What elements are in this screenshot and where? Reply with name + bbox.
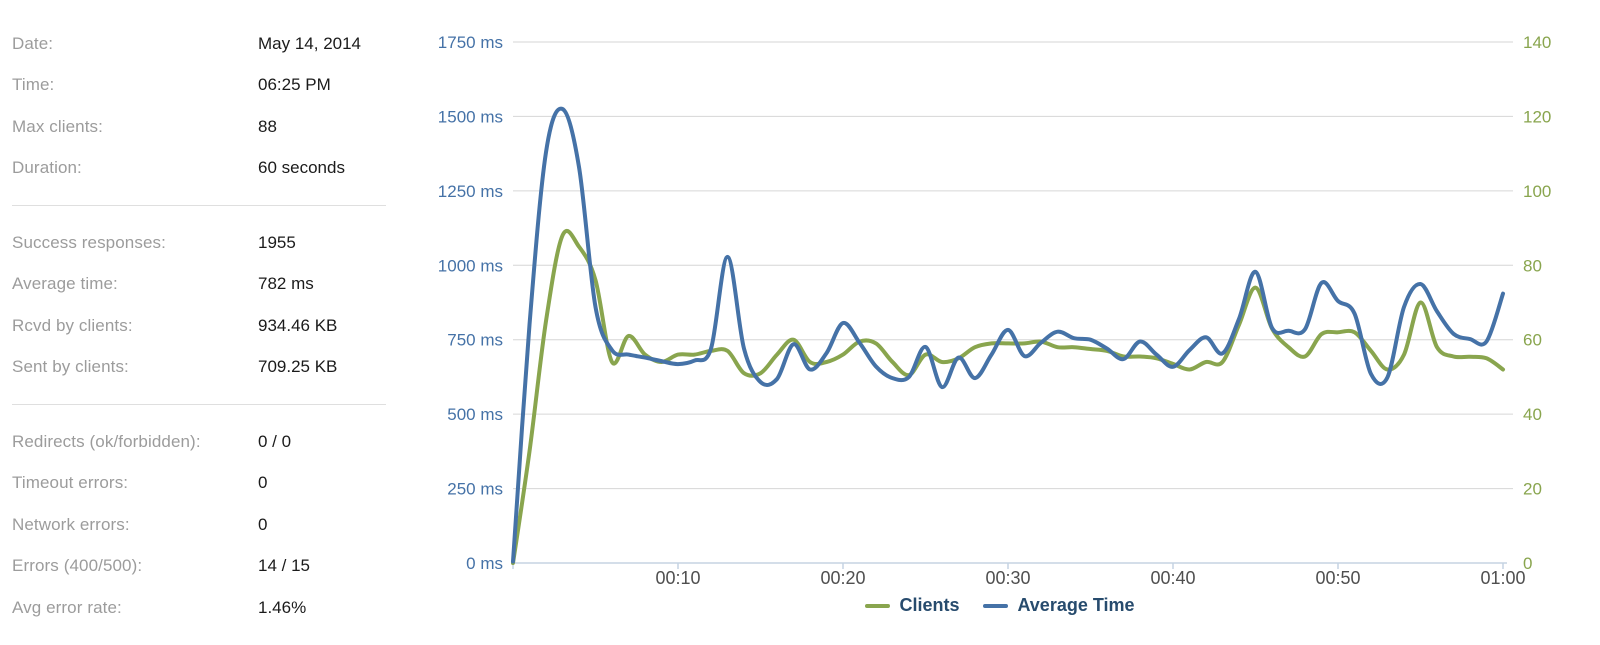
legend-label: Average Time [1017,595,1135,615]
stat-label-network-errors: Network errors: [12,514,130,534]
stat-row-time: Time: 06:25 PM [12,65,390,107]
stat-value-errors-400-500: 14 / 15 [258,556,310,576]
stats-section-3: Redirects (ok/forbidden): 0 / 0 Timeout er… [12,421,390,629]
stat-value-redirects: 0 / 0 [258,431,292,451]
y-axis-left-tick-label: 250 ms [447,480,503,499]
legend-label: Clients [899,595,960,615]
chart-area: 0 ms 0 250 ms 20 500 ms 40 750 ms 60 1000 ms 80 12… [400,0,1600,645]
stat-row-errors-400-500: Errors (400/500): 14 / 15 [12,546,390,588]
stat-label-average-time: Average time: [12,274,118,294]
series-average-time-line [511,106,1505,564]
x-axis-tick-label: 01:00 [1480,568,1525,588]
stat-row-redirects: Redirects (ok/forbidden): 0 / 0 [12,421,390,463]
stat-value-average-time: 782 ms [258,274,314,294]
stat-row-rcvd-by-clients: Rcvd by clients: 934.46 KB [12,305,390,347]
stat-row-max-clients: Max clients: 88 [12,106,390,148]
legend-dash-icon [983,603,1009,608]
stat-label-time: Time: [12,75,55,95]
stat-label-errors-400-500: Errors (400/500): [12,556,143,576]
stat-value-duration: 60 seconds [258,158,345,178]
stat-row-avg-error-rate: Avg error rate: 1.46% [12,587,390,629]
stat-label-date: Date: [12,33,54,53]
y-axis-left-tick-label: 1750 ms [438,33,503,52]
y-axis-left-tick-label: 500 ms [447,405,503,424]
stat-value-date: May 14, 2014 [258,33,362,53]
stat-row-date: Date: May 14, 2014 [12,23,390,65]
line-chart: 0 ms 0 250 ms 20 500 ms 40 750 ms 60 1000 ms 80 12… [438,33,1552,588]
x-axis-tick-label: 00:50 [1315,568,1360,588]
stat-label-timeout-errors: Timeout errors: [12,473,129,493]
y-axis-right-tick-label: 140 [1523,33,1551,52]
y-axis-left-tick-label: 1500 ms [438,107,503,126]
y-axis-right-tick-label: 20 [1523,480,1542,499]
y-axis-right-tick-label: 100 [1523,182,1551,201]
stat-label-redirects: Redirects (ok/forbidden): [12,431,201,451]
stat-label-rcvd-by-clients: Rcvd by clients: [12,315,133,335]
legend-dash-icon [865,603,891,608]
y-axis-right-tick-label: 0 [1523,554,1532,573]
stat-label-max-clients: Max clients: [12,116,103,136]
y-axis-right-tick-label: 120 [1523,107,1551,126]
stat-value-timeout-errors: 0 [258,473,268,493]
stat-row-duration: Duration: 60 seconds [12,148,390,190]
stats-section-2: Success responses: 1955 Average time: 782 m… [12,222,390,388]
stats-section-1: Date: May 14, 2014 Time: 06:25 PM Max client… [12,23,390,189]
y-axis-right-tick-label: 60 [1523,331,1542,350]
y-axis-right-tick-label: 40 [1523,405,1542,424]
stat-value-success-responses: 1955 [258,232,296,252]
stat-value-sent-by-clients: 709.25 KB [258,357,338,377]
stat-row-timeout-errors: Timeout errors: 0 [12,463,390,505]
legend-item-average-time[interactable]: Average Time [983,595,1135,616]
stat-value-max-clients: 88 [258,116,277,136]
stat-value-avg-error-rate: 1.46% [258,597,307,617]
stat-label-success-responses: Success responses: [12,232,166,252]
stat-row-success-responses: Success responses: 1955 [12,222,390,264]
stat-value-rcvd-by-clients: 934.46 KB [258,315,338,335]
x-axis-tick-label: 00:20 [820,568,865,588]
y-axis-left-tick-label: 750 ms [447,331,503,350]
section-divider [12,404,386,405]
y-axis-left-tick-label: 1250 ms [438,182,503,201]
stat-label-avg-error-rate: Avg error rate: [12,597,122,617]
stat-value-time: 06:25 PM [258,75,331,95]
legend-item-clients[interactable]: Clients [865,595,959,616]
y-axis-left-tick-label: 1000 ms [438,256,503,275]
stat-row-average-time: Average time: 782 ms [12,264,390,306]
x-axis-tick-label: 00:30 [985,568,1030,588]
section-divider [12,205,386,206]
stat-row-sent-by-clients: Sent by clients: 709.25 KB [12,347,390,389]
series-clients-line [511,228,1505,565]
stat-label-sent-by-clients: Sent by clients: [12,357,129,377]
y-axis-right-tick-label: 80 [1523,256,1542,275]
stats-panel: Date: May 14, 2014 Time: 06:25 PM Max client… [12,23,390,629]
stat-label-duration: Duration: [12,158,82,178]
stat-value-network-errors: 0 [258,514,268,534]
chart-legend: Clients Average Time [400,595,1600,616]
stat-row-network-errors: Network errors: 0 [12,504,390,546]
x-axis-tick-label: 00:40 [1150,568,1195,588]
y-axis-left-tick-label: 0 ms [466,554,503,573]
x-axis-tick-label: 00:10 [655,568,700,588]
